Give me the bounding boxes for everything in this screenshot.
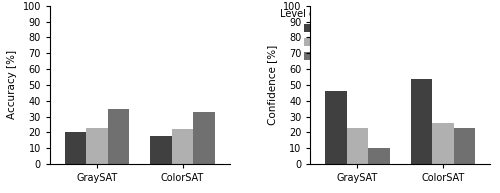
Bar [454,128,475,164]
Y-axis label: Accuracy [%]: Accuracy [%] [7,50,17,119]
Bar [65,132,86,164]
Bar [368,148,390,164]
Bar [108,109,129,164]
Bar [326,91,347,164]
Bar [411,79,432,164]
Bar [347,128,368,164]
Bar [193,112,214,164]
Bar [172,129,193,164]
Y-axis label: Confidence [%]: Confidence [%] [268,45,278,125]
Bar [86,128,108,164]
Legend: Low, Medium, High: Low, Medium, High [278,7,378,63]
Bar [150,135,172,164]
Bar [432,123,454,164]
